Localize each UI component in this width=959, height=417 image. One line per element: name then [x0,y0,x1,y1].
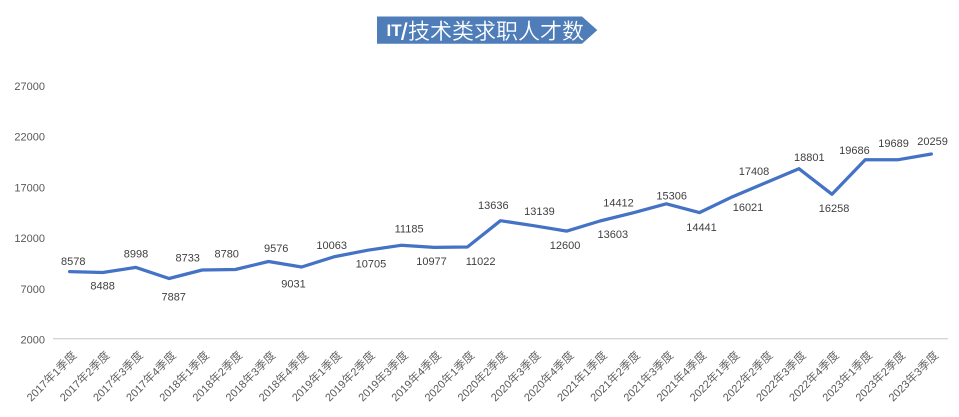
svg-text:16021: 16021 [733,202,764,214]
svg-text:2000: 2000 [21,335,45,347]
svg-text:9031: 9031 [281,279,305,291]
svg-text:19686: 19686 [839,145,870,157]
svg-text:17408: 17408 [739,166,770,178]
svg-text:17000: 17000 [14,182,45,194]
svg-text:13603: 13603 [598,229,629,241]
svg-text:18801: 18801 [794,152,825,164]
svg-text:10705: 10705 [356,258,387,270]
svg-text:8780: 8780 [214,248,238,260]
svg-text:13139: 13139 [524,206,555,218]
svg-text:12600: 12600 [550,240,581,252]
svg-text:8578: 8578 [61,256,85,268]
svg-text:8733: 8733 [175,252,199,264]
svg-text:10977: 10977 [416,256,447,268]
svg-text:7000: 7000 [21,284,45,296]
svg-text:22000: 22000 [14,132,45,144]
svg-text:8998: 8998 [124,248,148,260]
svg-text:IT: IT [387,21,403,40]
svg-text:12000: 12000 [14,233,45,245]
svg-text:14441: 14441 [686,222,717,234]
svg-text:20259: 20259 [917,136,948,148]
svg-text:8488: 8488 [90,281,114,293]
svg-text:7887: 7887 [161,292,185,304]
svg-text:15306: 15306 [656,190,687,202]
svg-text:16258: 16258 [819,203,850,215]
svg-text:9576: 9576 [264,243,288,255]
svg-text:11185: 11185 [395,223,424,235]
svg-text:13636: 13636 [478,200,509,212]
svg-text:14412: 14412 [603,197,634,209]
svg-text:19689: 19689 [878,138,909,150]
svg-text:10063: 10063 [316,240,347,252]
svg-text:27000: 27000 [14,81,45,93]
svg-text:11022: 11022 [466,256,496,268]
